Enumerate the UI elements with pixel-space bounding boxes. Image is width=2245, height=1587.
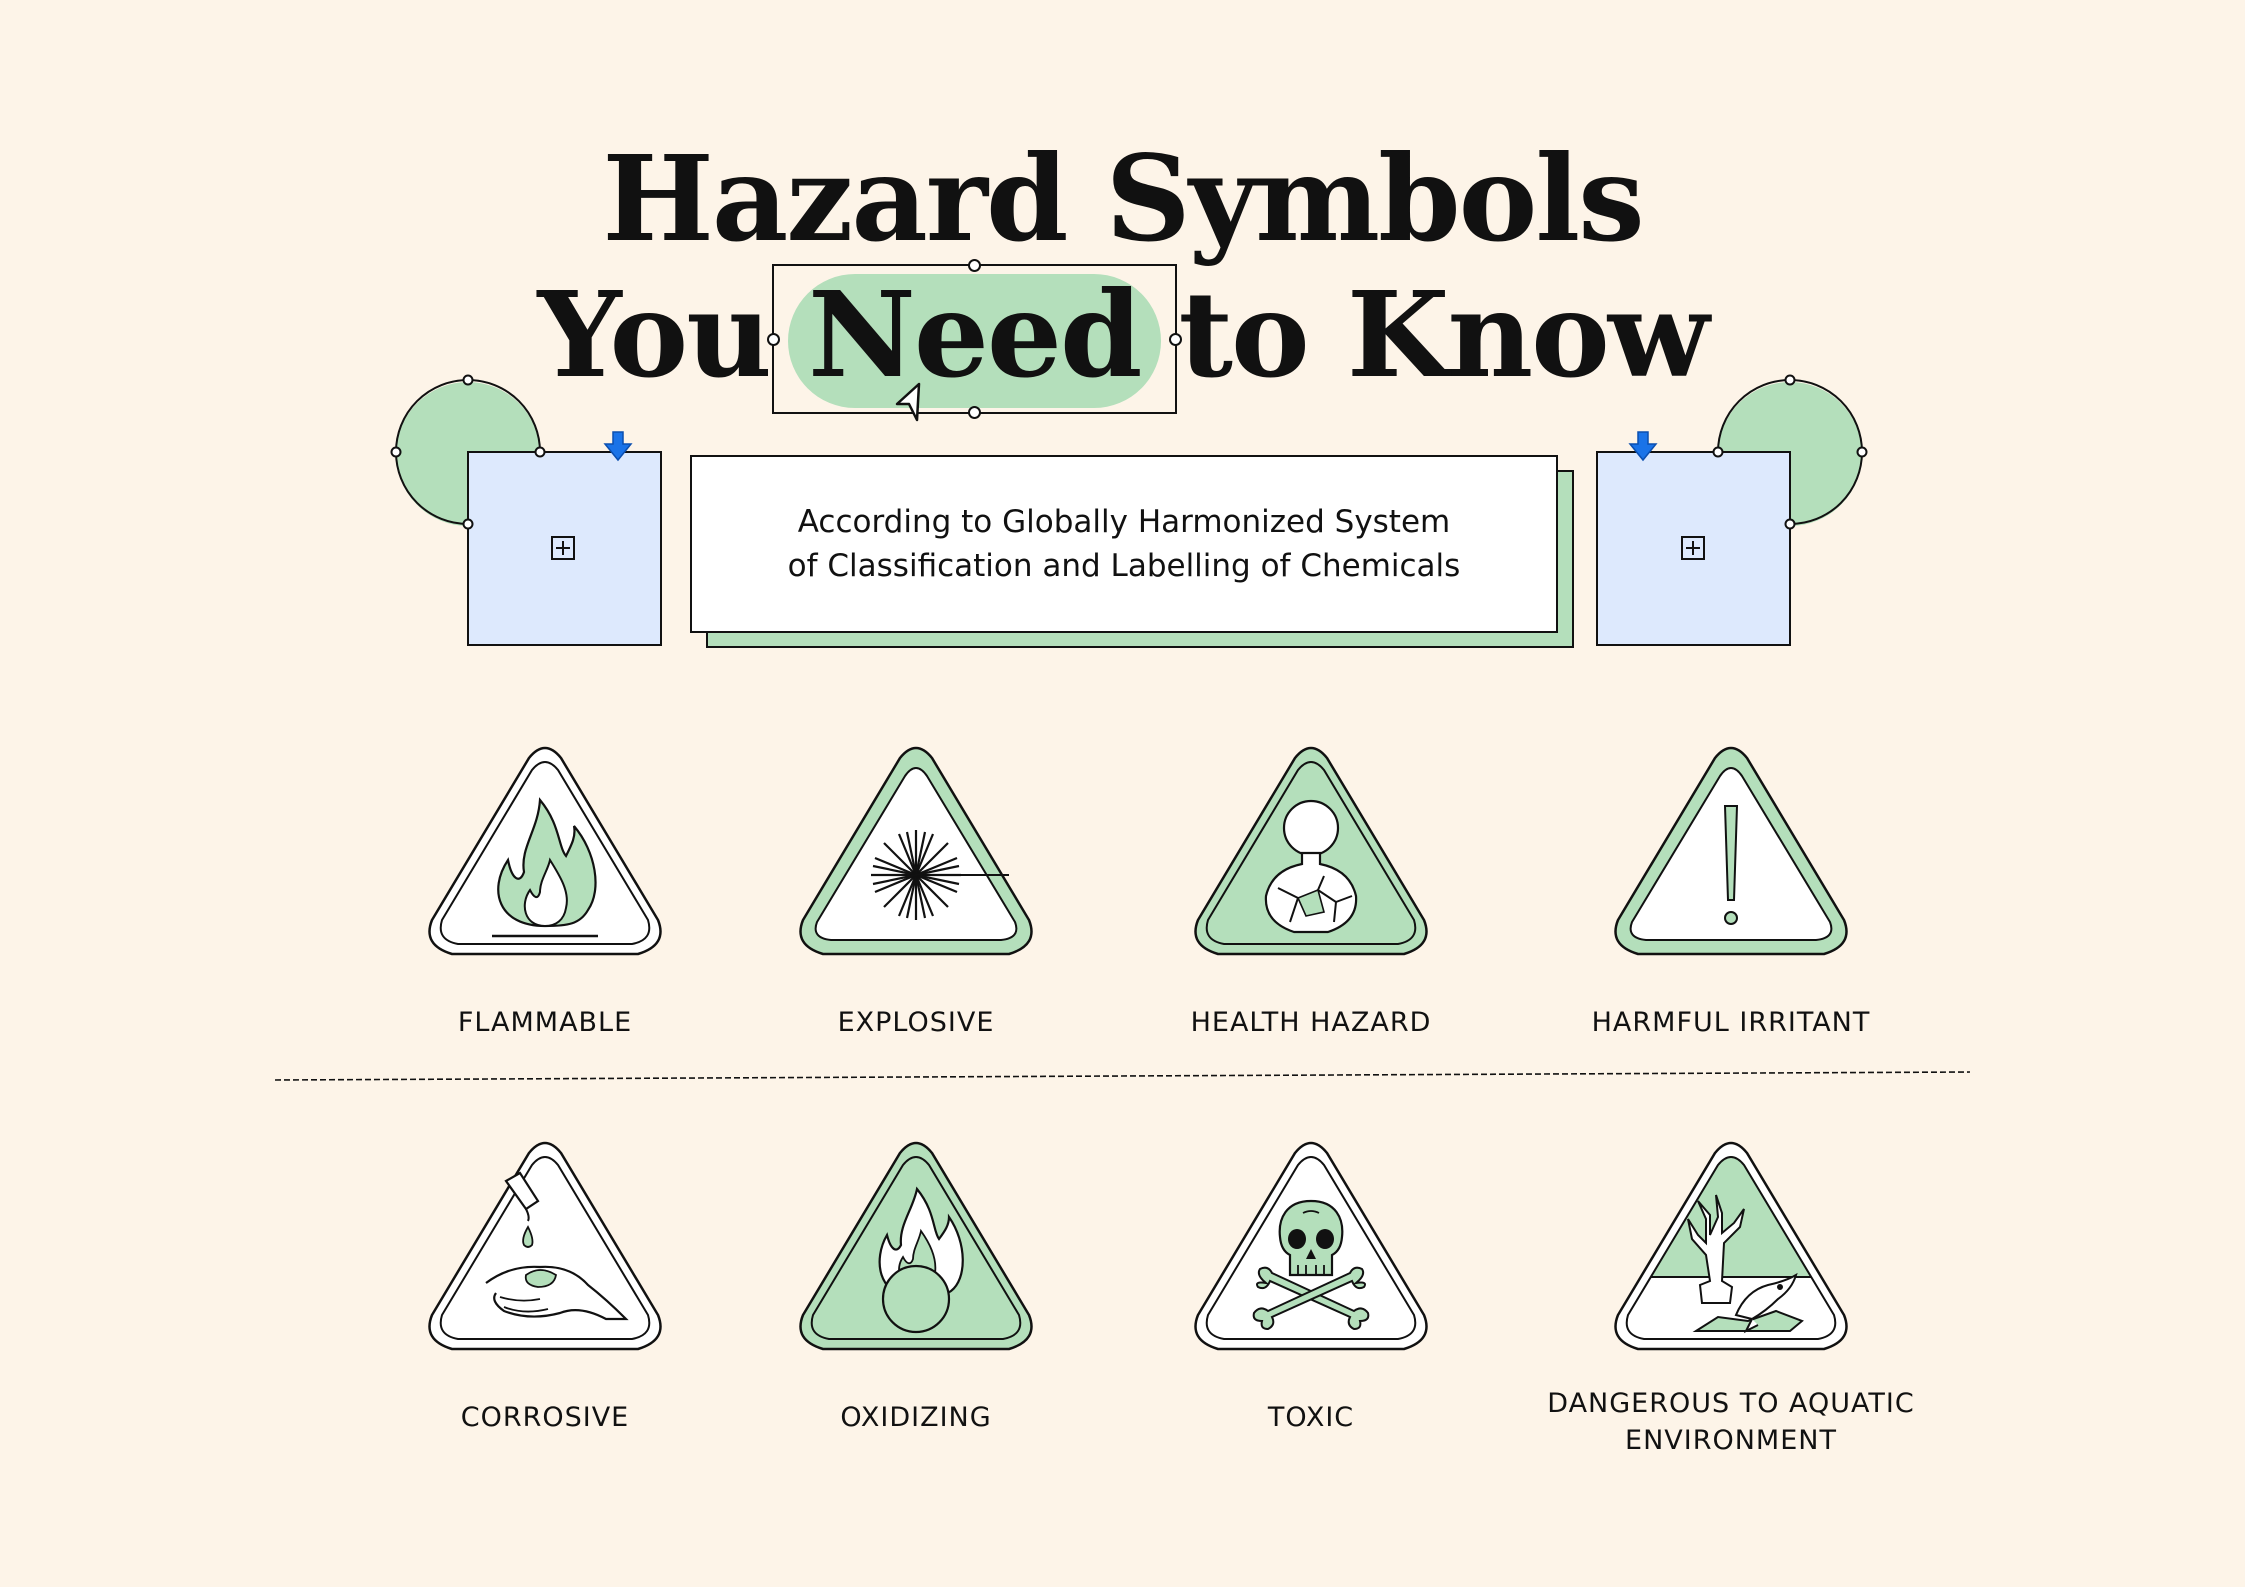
explosion-icon <box>799 746 1033 956</box>
hazard-toxic: TOXIC <box>1161 1135 1461 1436</box>
flame-icon <box>428 746 662 956</box>
selection-handle-bottom[interactable] <box>968 406 982 419</box>
subtitle-box: According to Globally Harmonized System … <box>690 455 1558 633</box>
hazard-label: DANGEROUS TO AQUATIC ENVIRONMENT <box>1547 1388 1915 1456</box>
aquatic-environment-icon <box>1614 1141 1848 1351</box>
corrosive-icon <box>428 1141 662 1351</box>
title-word-to-know: to Know <box>1178 265 1710 404</box>
selection-handle-right[interactable] <box>1168 333 1182 346</box>
hazard-aquatic-environment: DANGEROUS TO AQUATIC ENVIRONMENT <box>1531 1135 1931 1459</box>
skull-crossbones-icon <box>1194 1141 1428 1351</box>
hazard-label: HEALTH HAZARD <box>1190 1007 1432 1038</box>
title-highlight-need[interactable]: Need <box>767 259 1182 419</box>
flame-over-circle-icon <box>799 1141 1033 1351</box>
dashed-divider <box>275 1071 1970 1081</box>
hazard-label: CORROSIVE <box>460 1402 630 1433</box>
title-text-1: Hazard Symbols <box>602 129 1644 268</box>
hazard-label: EXPLOSIVE <box>837 1007 995 1038</box>
subtitle-line-1: According to Globally Harmonized System <box>797 504 1451 540</box>
selection-frame[interactable] <box>767 259 1182 419</box>
title-line-1: Hazard Symbols <box>0 140 2245 258</box>
selection-handle-left[interactable] <box>767 333 780 346</box>
decoration-left <box>390 374 662 646</box>
selection-handle-top[interactable] <box>968 259 982 272</box>
hazard-label: OXIDIZING <box>840 1402 992 1433</box>
title-line-2: You Need to Know <box>0 259 2245 419</box>
exclamation-icon <box>1614 746 1848 956</box>
subtitle-line-2: of Classification and Labelling of Chemi… <box>787 548 1461 584</box>
hazard-flammable: FLAMMABLE <box>395 740 695 1041</box>
title-word-you: You <box>537 265 772 404</box>
hazard-corrosive: CORROSIVE <box>395 1135 695 1436</box>
hazard-harmful-irritant: HARMFUL IRRITANT <box>1581 740 1881 1041</box>
cursor-arrow-icon <box>895 382 921 422</box>
hazard-health-hazard: HEALTH HAZARD <box>1161 740 1461 1041</box>
decoration-right <box>1596 374 1868 646</box>
hazard-label: HARMFUL IRRITANT <box>1591 1007 1871 1038</box>
health-hazard-icon <box>1194 746 1428 956</box>
hazard-oxidizing: OXIDIZING <box>766 1135 1066 1436</box>
title-highlight-text: Need <box>808 265 1143 404</box>
hazard-label: FLAMMABLE <box>457 1007 633 1038</box>
hazard-label: TOXIC <box>1267 1402 1355 1433</box>
hazard-explosive: EXPLOSIVE <box>766 740 1066 1041</box>
